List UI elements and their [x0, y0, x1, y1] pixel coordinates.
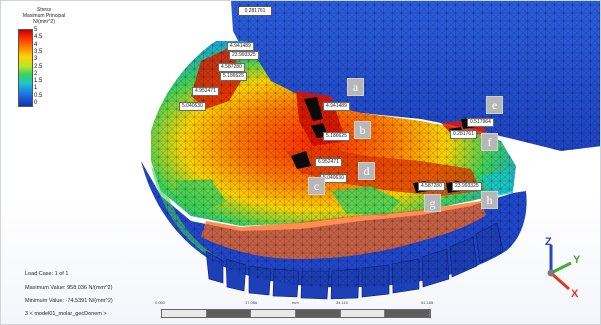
- probe-label[interactable]: 23.993325: [229, 51, 259, 60]
- callout-a: a: [347, 78, 364, 96]
- legend-tick: 3: [34, 56, 38, 63]
- probe-label[interactable]: 0.281761: [450, 130, 477, 139]
- callout-d: d: [358, 162, 375, 180]
- ruler-segment: [385, 310, 431, 317]
- legend-tick: 4.5: [34, 34, 43, 41]
- callout-e: e: [486, 96, 503, 114]
- stress-legend: Stress Maximum Principal N/(mm^2) 5 4.5 …: [7, 7, 87, 107]
- probe-label[interactable]: 4.587280: [218, 63, 245, 72]
- callout-c: c: [308, 177, 325, 195]
- probe-label[interactable]: 4.587280: [418, 182, 445, 191]
- callout-b: b: [354, 121, 371, 139]
- probe-label[interactable]: 5.186625: [323, 132, 350, 141]
- z-axis-label: Z: [545, 236, 552, 248]
- ruler-segment: [296, 310, 341, 317]
- y-axis-line: [550, 261, 572, 275]
- callout-g: g: [424, 194, 441, 212]
- legend-tick: 2: [34, 70, 38, 77]
- legend-tick: 1: [34, 85, 38, 92]
- probe-label[interactable]: 0.517964: [467, 118, 494, 127]
- ruler-bar: [161, 309, 431, 318]
- triad-origin: [547, 269, 555, 277]
- legend-tick: 3.5: [34, 48, 43, 55]
- load-case-text: Load Case: 1 of 1: [25, 271, 69, 277]
- legend-title: Stress Maximum Principal N/(mm^2): [15, 7, 73, 25]
- ruler-segment: [340, 310, 386, 317]
- ruler-label: 51.165: [421, 300, 434, 305]
- top-probe-label[interactable]: 0.281761: [238, 6, 272, 16]
- legend-color-bar: [18, 29, 33, 107]
- orientation-triad[interactable]: Z Y X: [531, 233, 591, 299]
- callout-h: h: [481, 191, 498, 209]
- legend-title-line: Stress: [36, 7, 52, 13]
- ruler-label: 17.066: [245, 300, 258, 305]
- ruler-labels: 0.000 17.066 mm 34.110 51.165: [155, 300, 434, 307]
- probe-label[interactable]: 4.941489: [323, 102, 350, 111]
- legend-tick: 4: [34, 41, 38, 48]
- y-axis-label: Y: [573, 254, 581, 266]
- ruler-label: 0.000: [155, 300, 166, 305]
- min-value-text: Minimum Value: -74.5391 N/(mm^2): [25, 298, 113, 304]
- scale-ruler: 0.000 17.066 mm 34.110 51.165: [155, 300, 434, 320]
- max-value-text: Maximum Value: 958.036 N/(mm^2): [25, 285, 113, 291]
- legend-tick: 5: [34, 27, 38, 33]
- probe-label[interactable]: 4.952471: [192, 87, 219, 96]
- ruler-segment: [162, 310, 207, 317]
- model-name-text: 3 < model01_molar_gecDonem >: [25, 311, 107, 317]
- legend-tick: 0: [34, 100, 38, 106]
- probe-label[interactable]: 6.952471: [315, 158, 342, 167]
- ruler-segment: [251, 310, 297, 317]
- probe-label[interactable]: 5.040630: [179, 102, 206, 111]
- ruler-segment: [206, 310, 252, 317]
- ruler-unit-label: mm: [292, 300, 299, 305]
- legend-tick: 1.5: [34, 78, 43, 85]
- callout-f: f: [481, 133, 498, 151]
- legend-title-line: N/(mm^2): [33, 19, 55, 25]
- ruler-label: 34.110: [336, 300, 348, 305]
- probe-label[interactable]: 4.941489: [227, 42, 254, 51]
- legend-title-line: Maximum Principal: [22, 13, 66, 19]
- legend-tick: 0.5: [34, 92, 43, 99]
- legend-tick: 2.5: [34, 63, 43, 70]
- x-axis-line: [550, 271, 570, 291]
- probe-label[interactable]: 5.186625: [220, 72, 247, 81]
- x-axis-label: X: [571, 288, 579, 299]
- probe-label[interactable]: 23.993325: [452, 182, 482, 191]
